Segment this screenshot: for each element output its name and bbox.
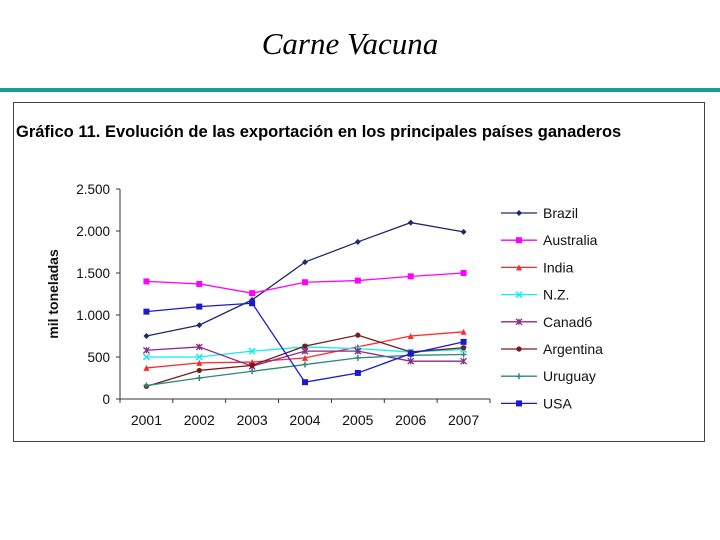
data-point-brazil — [143, 333, 150, 339]
legend-marker — [516, 400, 522, 407]
legend-label: Canadб — [543, 314, 592, 330]
series-australia — [143, 270, 467, 297]
data-point-argentina — [249, 362, 255, 368]
data-point-usa — [407, 350, 414, 357]
y-axis-label: mil toneladas — [45, 249, 61, 339]
legend-label: N.Z. — [543, 287, 569, 303]
slide-title: Carne Vacuna — [261, 26, 439, 61]
line-chart: 0 500 1.000 1.500 2.000 2.500 2001 2002 2003 2004… — [45, 182, 603, 428]
title-divider — [0, 88, 720, 92]
series-usa — [143, 300, 467, 386]
legend-item-usa: USA — [501, 395, 572, 411]
x-tick-label: 2004 — [289, 412, 320, 428]
legend-label: Uruguay — [543, 368, 596, 384]
data-point-n-z — [248, 347, 256, 355]
legend-label: Brazil — [543, 205, 578, 221]
data-point-australia — [196, 280, 203, 287]
series-line-usa — [146, 302, 464, 383]
data-point-argentina — [460, 345, 467, 351]
data-point-canad — [407, 357, 415, 365]
series-canad — [142, 343, 468, 370]
x-tick-label: 2005 — [342, 412, 373, 428]
data-point-argentina — [196, 367, 202, 374]
data-point-brazil — [196, 322, 203, 329]
data-point-india — [302, 354, 308, 361]
legend-item-india: India — [501, 259, 574, 275]
legend-label: Australia — [543, 232, 598, 248]
legend-marker — [516, 346, 522, 352]
legend-item-n-z: N.Z. — [501, 287, 569, 303]
data-point-uruguay — [196, 375, 203, 381]
data-point-usa — [249, 300, 256, 307]
data-point-india — [143, 364, 150, 371]
legend-marker — [516, 373, 522, 380]
legend-item-uruguay: Uruguay — [501, 368, 596, 384]
legend-item-australia: Australia — [501, 232, 598, 248]
data-point-usa — [354, 369, 361, 376]
data-point-uruguay — [143, 382, 150, 389]
data-point-uruguay — [354, 354, 361, 361]
x-tick-label: 2003 — [237, 412, 268, 428]
data-point-australia — [407, 273, 414, 280]
data-point-argentina — [302, 343, 308, 349]
data-point-canad — [195, 343, 203, 351]
data-point-canad — [301, 347, 309, 355]
x-tick-label: 2001 — [131, 412, 162, 428]
data-point-usa — [143, 308, 150, 315]
data-point-usa — [196, 303, 203, 310]
y-tick-label: 2.500 — [76, 182, 110, 197]
x-tick-label: 2007 — [448, 412, 479, 428]
data-point-australia — [249, 290, 256, 297]
y-tick-label: 1.500 — [76, 266, 110, 281]
legend-label: USA — [543, 395, 572, 411]
data-point-usa — [460, 338, 467, 345]
x-tick-label: 2002 — [184, 412, 215, 428]
data-point-australia — [354, 277, 361, 284]
chart-frame: Gráfico 11. Evolución de las exportación… — [13, 102, 705, 442]
data-point-brazil — [354, 238, 361, 245]
data-point-uruguay — [302, 361, 308, 368]
y-tick-label: 0 — [102, 392, 110, 407]
data-point-canad — [142, 346, 150, 354]
legend-item-brazil: Brazil — [501, 205, 578, 221]
y-tick-label: 500 — [87, 350, 110, 365]
data-point-n-z — [142, 353, 150, 361]
data-point-brazil — [302, 259, 308, 266]
legend-marker — [515, 318, 523, 326]
x-tick-label: 2006 — [395, 412, 426, 428]
data-point-canad — [354, 347, 362, 355]
data-point-australia — [460, 270, 467, 276]
chart-title: Gráfico 11. Evolución de las exportación… — [16, 123, 622, 141]
data-point-uruguay — [460, 351, 467, 358]
legend-label: India — [543, 259, 574, 275]
data-point-india — [460, 328, 467, 335]
data-point-india — [196, 359, 203, 366]
data-point-canad — [460, 357, 468, 365]
data-point-usa — [302, 379, 308, 386]
data-point-india — [407, 333, 414, 339]
data-point-n-z — [195, 353, 203, 361]
data-point-brazil — [407, 219, 414, 226]
y-tick-label: 1.000 — [76, 308, 110, 323]
legend-item-argentina: Argentina — [501, 341, 603, 357]
legend-marker — [516, 264, 522, 271]
legend-marker — [516, 210, 522, 216]
y-tick-label: 2.000 — [76, 224, 110, 239]
legend-marker — [516, 237, 522, 244]
data-point-uruguay — [249, 368, 256, 375]
data-point-argentina — [355, 332, 361, 338]
legend-item-canad: Canadб — [501, 314, 592, 330]
legend-marker — [515, 291, 523, 299]
data-point-australia — [143, 278, 150, 285]
data-point-australia — [302, 279, 308, 286]
data-point-brazil — [460, 228, 467, 235]
legend-label: Argentina — [543, 341, 603, 357]
